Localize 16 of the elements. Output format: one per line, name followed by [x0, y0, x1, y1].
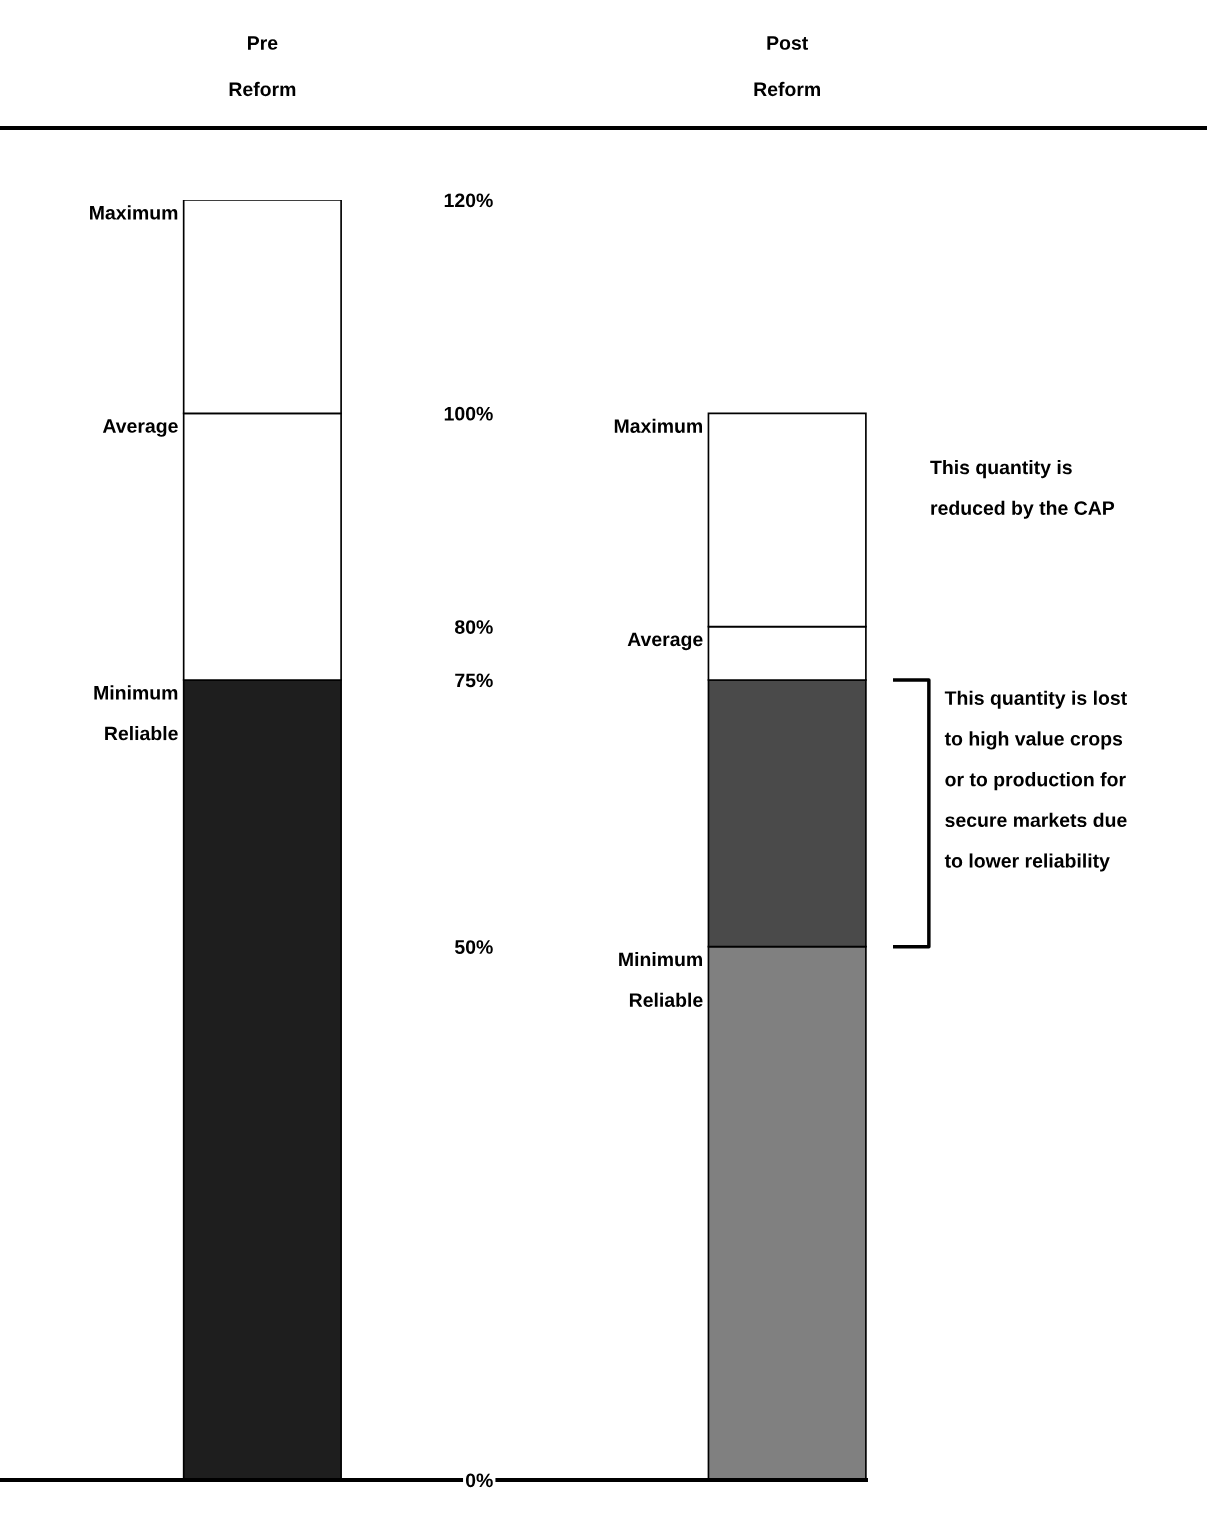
annotation: Average	[102, 419, 178, 437]
y-tick-label: 0%	[465, 1473, 493, 1488]
annotation: Average	[627, 632, 703, 651]
y-tick-label: 50%	[454, 940, 493, 954]
annotation: Maximum	[614, 418, 703, 433]
y-tick-label: 100%	[444, 406, 493, 421]
text: This quantity is lost to high value crops or to production for secure markets due to lower reliability	[944, 690, 1127, 872]
y-tick-label: 80%	[455, 620, 493, 634]
text: This quantity is reduced by the CAP	[930, 460, 1115, 519]
text: Minimum Reliable	[94, 685, 178, 741]
y-tick-label: 75%	[455, 673, 493, 688]
category-label: Post Reform	[754, 36, 820, 97]
annotation: Maximum	[90, 205, 178, 220]
category-label: Pre Reform	[229, 36, 296, 97]
y-tick-label: 120%	[444, 193, 493, 208]
text: Minimum Reliable	[619, 952, 703, 1007]
